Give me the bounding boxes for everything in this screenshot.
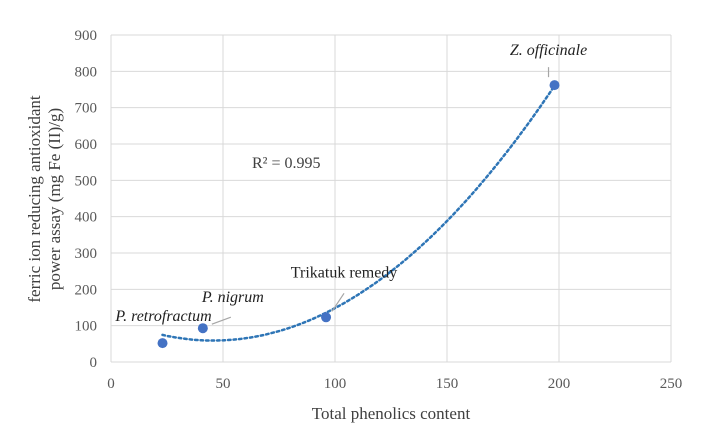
point-labels: P. retrofractum P. nigrum Trikatuk remedy Z… bbox=[114, 42, 587, 325]
x-tick-label: 0 bbox=[107, 376, 115, 392]
y-tick-label: 100 bbox=[75, 319, 98, 335]
x-axis-title: Total phenolics content bbox=[312, 404, 471, 423]
y-tick-label: 900 bbox=[75, 28, 98, 44]
y-tick-label: 300 bbox=[75, 246, 98, 262]
y-tick-label: 400 bbox=[75, 210, 98, 226]
x-tick-label: 150 bbox=[436, 376, 459, 392]
y-tick-label: 600 bbox=[75, 137, 98, 153]
y-tick-label: 800 bbox=[75, 64, 98, 80]
point-label: P. retrofractum bbox=[114, 308, 211, 325]
x-tick-label: 100 bbox=[324, 376, 347, 392]
point-label: Trikatuk remedy bbox=[291, 264, 398, 281]
data-point bbox=[549, 80, 560, 91]
r-squared-label: R² = 0.995 bbox=[252, 155, 321, 172]
point-label: Z. officinale bbox=[510, 42, 587, 59]
y-tick-labels: 0 100 200 300 400 500 600 700 800 900 bbox=[75, 28, 98, 371]
y-axis-title-line-2: power assay (mg Fe (II)/g) bbox=[45, 108, 64, 290]
leader-line bbox=[331, 292, 345, 312]
data-point bbox=[157, 338, 168, 349]
y-axis-title-line-1: ferric ion reducing antioxidant bbox=[25, 95, 44, 303]
y-tick-label: 500 bbox=[75, 173, 98, 189]
y-tick-label: 700 bbox=[75, 101, 98, 117]
x-tick-label: 200 bbox=[548, 376, 571, 392]
data-points bbox=[157, 80, 560, 349]
x-tick-labels: 0 50 100 150 200 250 bbox=[107, 376, 682, 392]
data-point bbox=[197, 323, 208, 334]
x-tick-label: 50 bbox=[216, 376, 231, 392]
y-tick-label: 200 bbox=[75, 282, 98, 298]
point-label: P. nigrum bbox=[201, 289, 264, 306]
leader-lines bbox=[211, 67, 550, 325]
y-tick-label: 0 bbox=[90, 355, 98, 371]
trendline bbox=[161, 84, 556, 342]
leader-line bbox=[211, 316, 232, 325]
x-tick-label: 250 bbox=[660, 376, 683, 392]
data-point bbox=[321, 312, 332, 323]
